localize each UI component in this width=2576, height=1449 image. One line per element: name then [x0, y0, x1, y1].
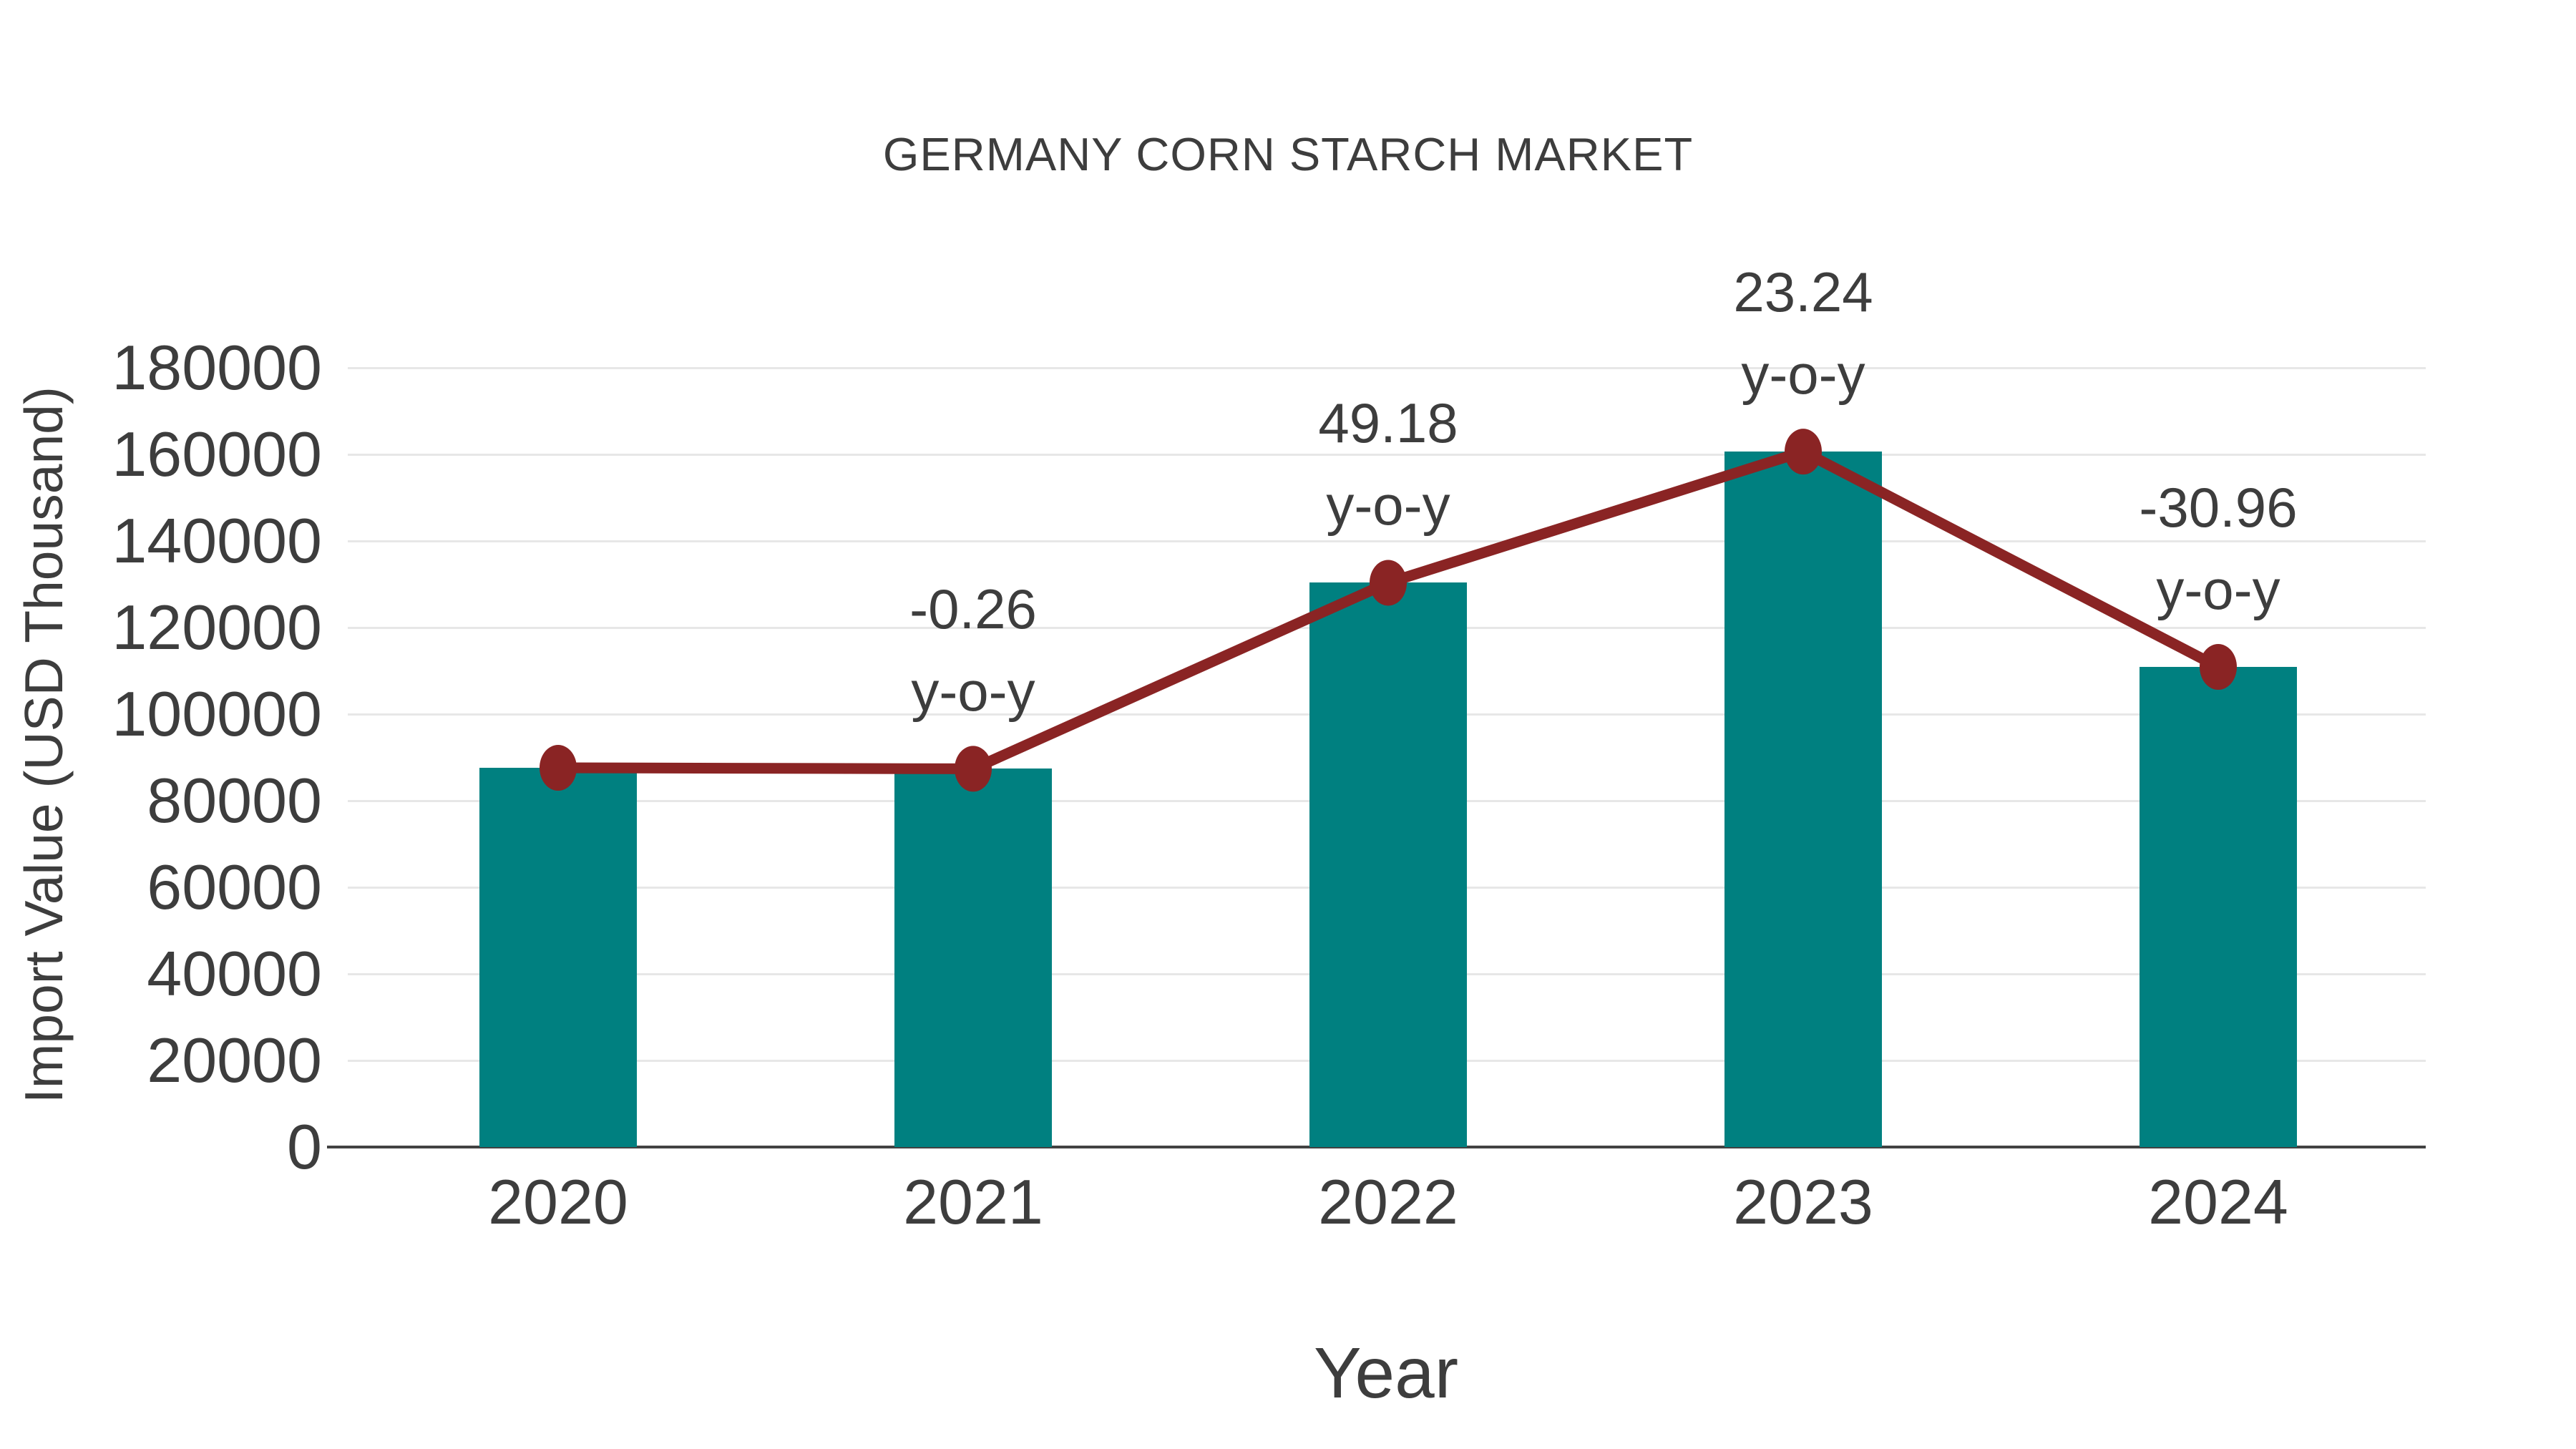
y-tick-label: 120000 [112, 592, 322, 663]
yoy-value: -30.96 [2139, 476, 2298, 540]
bar-2021 [894, 769, 1052, 1147]
yoy-suffix: y-o-y [1741, 343, 1865, 406]
x-tick-label-2020: 2020 [488, 1166, 628, 1237]
x-tick-label-2021: 2021 [903, 1166, 1043, 1237]
bar-2022 [1309, 582, 1467, 1147]
x-tick-label-2022: 2022 [1318, 1166, 1458, 1237]
yoy-value: 49.18 [1318, 391, 1458, 455]
yoy-annotation-2022: 49.18 y-o-y [1174, 382, 1603, 547]
chart-title: GERMANY CORN STARCH MARKET [882, 128, 1694, 180]
x-tick-label-2023: 2023 [1733, 1166, 1873, 1237]
gridline [348, 366, 2426, 369]
data-point-marker-2021 [955, 746, 992, 792]
y-tick-label: 180000 [112, 332, 322, 403]
data-point-marker-2023 [1785, 429, 1822, 475]
bar-2020 [479, 768, 637, 1147]
gridline [348, 540, 2426, 542]
y-tick-label: 160000 [112, 419, 322, 489]
yoy-annotation-2023: 23.24 y-o-y [1589, 251, 2018, 416]
yoy-value: -0.26 [909, 577, 1037, 641]
y-tick-label: 40000 [147, 938, 322, 1009]
y-tick-label: 140000 [112, 505, 322, 576]
yoy-suffix: y-o-y [2156, 558, 2280, 622]
x-tick-label-2024: 2024 [2148, 1166, 2288, 1237]
data-point-marker-2022 [1370, 560, 1407, 606]
y-tick-label: 60000 [147, 852, 322, 922]
x-axis-line [327, 1146, 2426, 1148]
data-point-marker-2020 [540, 745, 577, 791]
y-tick-label: 0 [287, 1111, 322, 1182]
yoy-annotation-2024: -30.96 y-o-y [2004, 467, 2433, 631]
bar-2023 [1724, 452, 1882, 1147]
y-tick-label: 80000 [147, 765, 322, 836]
yoy-value: 23.24 [1733, 260, 1873, 324]
yoy-suffix: y-o-y [1326, 474, 1450, 537]
y-tick-label: 100000 [112, 678, 322, 749]
gridline [348, 453, 2426, 456]
x-axis-title: Year [1313, 1333, 1459, 1413]
data-point-marker-2024 [2200, 644, 2237, 691]
bar-2024 [2140, 667, 2297, 1147]
yoy-annotation-2021: -0.26 y-o-y [758, 568, 1188, 733]
yoy-suffix: y-o-y [911, 660, 1035, 723]
y-tick-label: 20000 [147, 1025, 322, 1096]
